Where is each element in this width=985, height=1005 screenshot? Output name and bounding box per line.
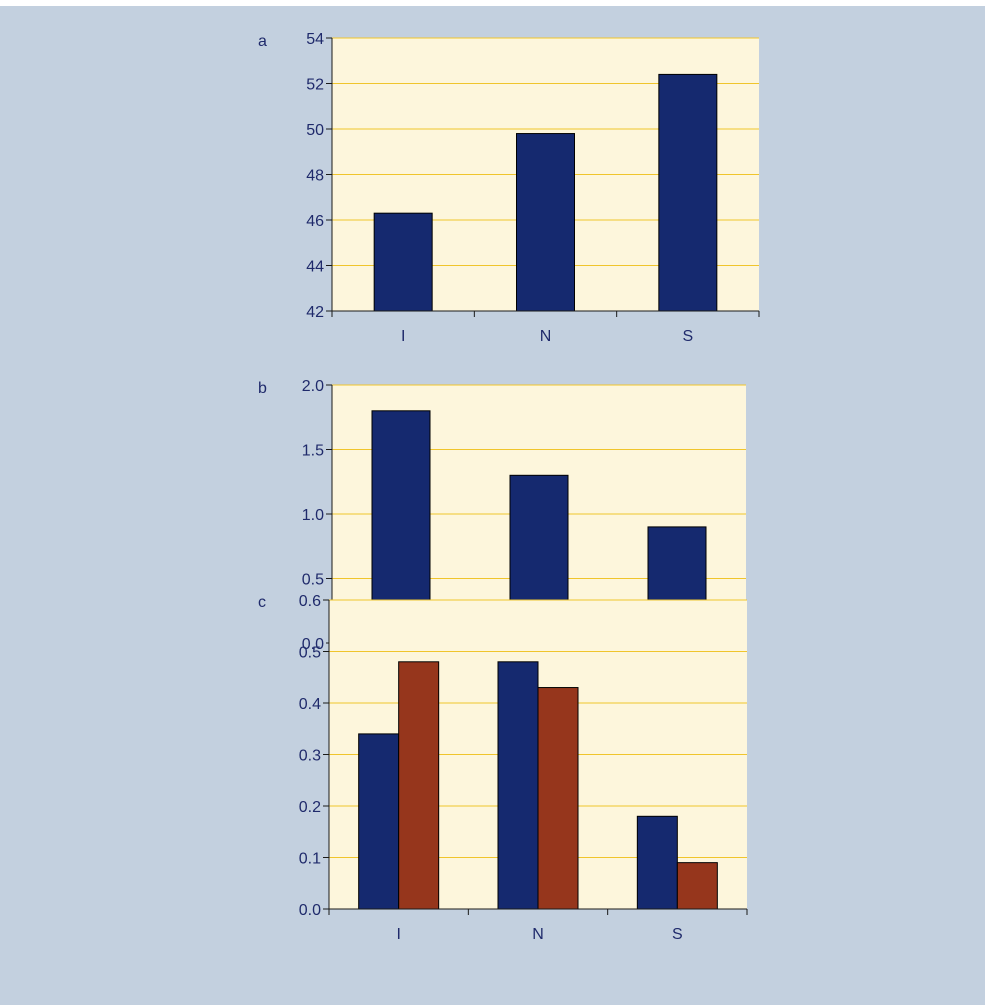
- x-tick-label-s: S: [672, 926, 683, 943]
- bar-n-series-1: [497, 661, 539, 910]
- x-tick-label-i: I: [396, 926, 400, 943]
- y-tick-label: 0.4: [299, 696, 321, 713]
- figure-background: 42444648505254INSa0.00.51.01.52.0INSb0.0…: [0, 6, 985, 1005]
- y-tick-label: 0.0: [299, 902, 321, 919]
- y-tick-label: 0.0: [302, 636, 324, 653]
- bar-i: [373, 212, 433, 312]
- y-tick-label: 0.5: [302, 572, 324, 589]
- y-tick-label: 46: [306, 213, 324, 230]
- panel-label-b: b: [258, 380, 267, 397]
- panel-label-a: a: [258, 33, 267, 50]
- x-tick-label-s: S: [682, 328, 693, 345]
- bar-i-series-1: [358, 733, 400, 910]
- bar-i-series-2: [398, 661, 440, 910]
- y-tick-label: 1.5: [302, 443, 324, 460]
- y-tick-label: 50: [306, 122, 324, 139]
- y-tick-label: 52: [306, 77, 324, 94]
- bar-n: [516, 133, 575, 312]
- bar-s: [658, 73, 718, 312]
- bar-s-series-2: [676, 862, 718, 910]
- y-tick-label: 54: [306, 31, 324, 48]
- y-tick-label: 42: [306, 304, 324, 321]
- bar-n-series-2: [537, 687, 579, 910]
- y-tick-label: 0.5: [299, 645, 321, 662]
- y-tick-label: 0.1: [299, 851, 321, 868]
- y-tick-label: 2.0: [302, 378, 324, 395]
- y-tick-label: 0.6: [299, 593, 321, 610]
- y-tick-label: 0.2: [299, 799, 321, 816]
- x-tick-label-i: I: [401, 328, 405, 345]
- y-tick-label: 44: [306, 259, 324, 276]
- x-tick-label-n: N: [540, 328, 552, 345]
- bar-chart-figure: 42444648505254INSa0.00.51.01.52.0INSb0.0…: [258, 31, 760, 943]
- x-tick-label-n: N: [532, 926, 544, 943]
- bar-s-series-1: [636, 815, 678, 910]
- y-tick-label: 1.0: [302, 507, 324, 524]
- y-tick-label: 0.3: [299, 748, 321, 765]
- y-tick-label: 48: [306, 168, 324, 185]
- panel-label-c: c: [258, 594, 266, 611]
